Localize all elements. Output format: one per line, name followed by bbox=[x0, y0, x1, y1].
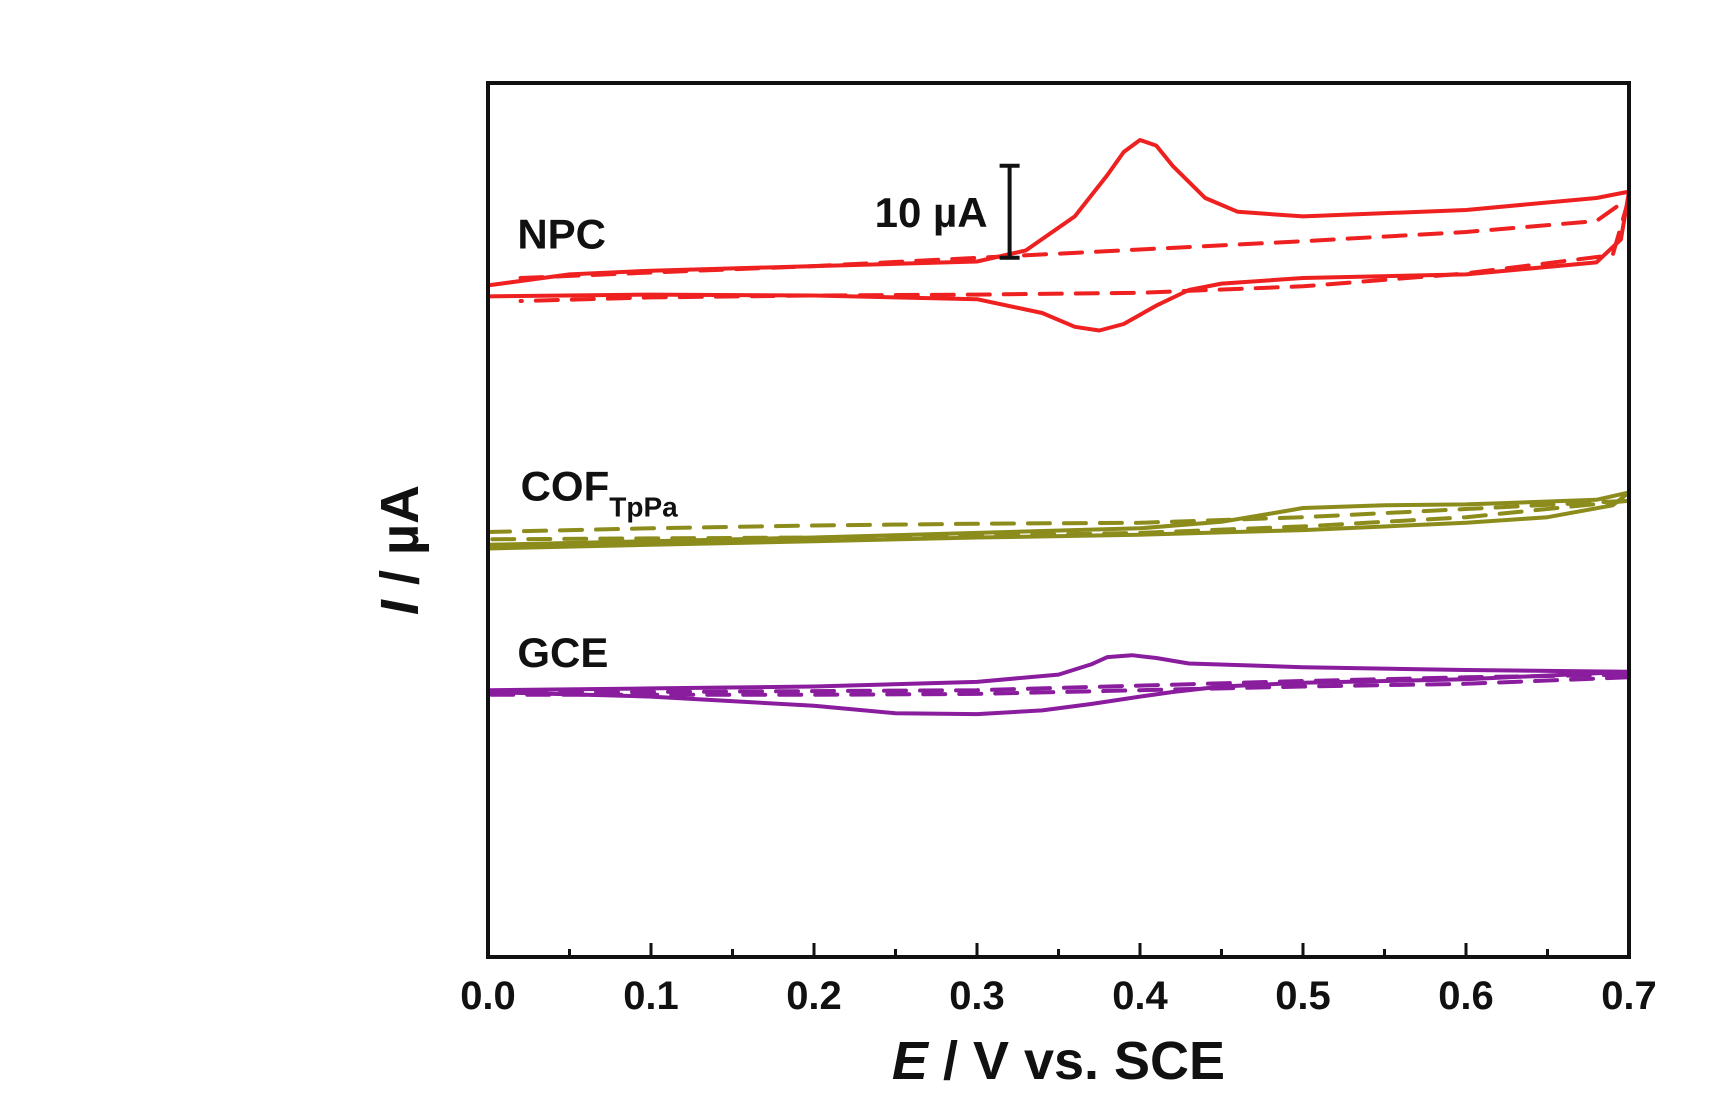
x-axis-title-unit: / V vs. SCE bbox=[928, 1031, 1225, 1091]
x-tick-label: 0.1 bbox=[623, 974, 679, 1018]
cof-tppa-dashed-forward-line bbox=[486, 498, 1631, 534]
npc-dashed-reverse-line bbox=[518, 196, 1631, 303]
x-tick-label: 0.2 bbox=[786, 974, 842, 1018]
scale-bar-label: 10 µA bbox=[875, 189, 988, 236]
x-axis-title-var: E bbox=[892, 1031, 930, 1091]
npc-label-main: NPC bbox=[517, 211, 606, 258]
curves-layer bbox=[486, 138, 1631, 717]
npc-label: NPC bbox=[517, 211, 606, 258]
y-axis-title: I / µA bbox=[370, 485, 430, 615]
x-tick-label: 0.3 bbox=[949, 974, 1005, 1018]
x-tick-label: 0.4 bbox=[1112, 974, 1168, 1018]
cof-tppa-label: COFTpPa bbox=[521, 463, 679, 523]
y-axis-title-var: I bbox=[370, 599, 430, 615]
gce-label: GCE bbox=[517, 629, 608, 676]
scale-bar: 10 µA bbox=[875, 163, 1020, 260]
x-axis-title: E / V vs. SCE bbox=[892, 1031, 1225, 1091]
x-tick-label: 0.6 bbox=[1438, 974, 1494, 1018]
gce-solid-reverse-line bbox=[486, 669, 1631, 717]
x-axis: 0.0 0.1 0.2 0.3 0.4 0.5 0.6 0.7 bbox=[460, 943, 1657, 1018]
x-tick-label: 0.0 bbox=[460, 974, 516, 1018]
npc-dashed-forward-line bbox=[518, 196, 1631, 280]
x-tick-label: 0.5 bbox=[1275, 974, 1331, 1018]
gce-dashed-reverse-line bbox=[486, 675, 1631, 697]
gce-label-main: GCE bbox=[517, 629, 608, 676]
npc-solid-reverse-line bbox=[486, 189, 1631, 333]
cof-tppa-dashed-reverse-line bbox=[486, 498, 1631, 542]
cof-tppa-label-main: COF bbox=[521, 463, 610, 510]
x-tick-label: 0.7 bbox=[1601, 974, 1657, 1018]
gce-solid-forward-line bbox=[486, 653, 1631, 693]
npc-solid-forward-line bbox=[486, 138, 1631, 288]
gce-dashed-forward-line bbox=[486, 672, 1631, 695]
cof-tppa-label-subscript: TpPa bbox=[609, 492, 678, 523]
series-labels: NPC COFTpPa GCE bbox=[517, 211, 678, 677]
y-axis-title-unit: / µA bbox=[370, 485, 430, 600]
